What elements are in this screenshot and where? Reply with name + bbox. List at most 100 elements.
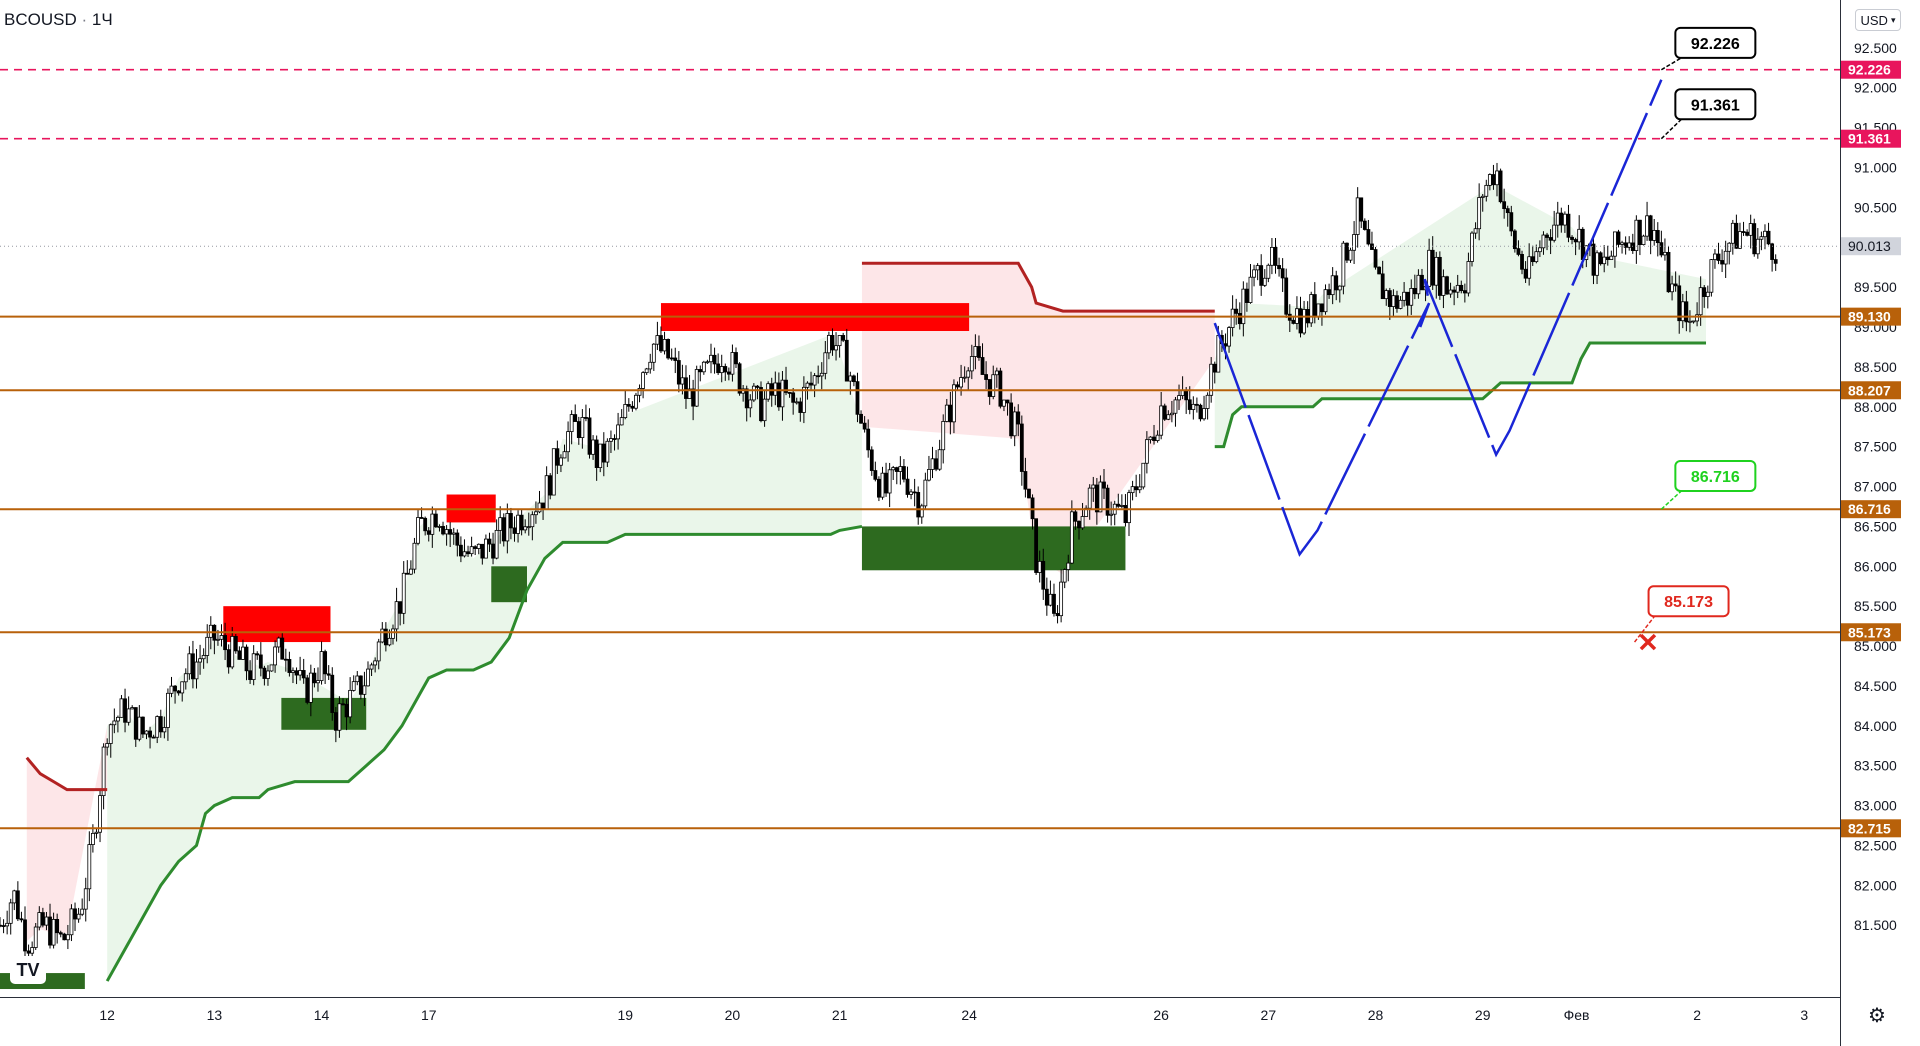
candle [237,646,242,660]
candle [451,527,456,545]
candle [905,466,910,498]
candle [1105,484,1110,523]
candle-body [330,674,335,713]
candle [1484,179,1489,202]
candle-body [1252,269,1256,278]
candle [1645,201,1649,241]
candle [902,459,906,483]
interval-label[interactable]: 1Ч [91,10,113,29]
candle-body [426,530,431,535]
candle [455,529,460,557]
candle [701,360,706,375]
candle [1077,520,1081,540]
candle [1605,245,1610,266]
gear-icon[interactable]: ⚙ [1868,1005,1886,1027]
price-tick-label: 84.000 [1854,718,1897,734]
candle-body [1677,285,1682,322]
candle [355,671,360,686]
candle [1366,219,1371,246]
candles [0,162,1778,967]
candle-body [1541,234,1546,249]
candle-body [709,354,713,363]
last-price-badge-bg [1841,237,1901,256]
candle-body [1227,327,1231,347]
candle-body [916,492,921,518]
candle-body [1752,223,1757,255]
candle [1495,162,1499,197]
candle [762,389,767,427]
candle-body [534,511,538,516]
candle-body [623,404,628,419]
candle-body [841,335,846,341]
candle [437,524,442,532]
candle-body [1448,289,1453,295]
candle-body [662,339,667,352]
candle [1555,201,1560,238]
candle-body [423,517,428,532]
candle-body [90,832,95,845]
candle [1573,237,1578,256]
candle-body [1137,486,1142,491]
candle-body [812,375,817,386]
candle-body [1545,234,1549,238]
candle-body [408,568,413,575]
time-tick-label: 21 [832,1007,848,1023]
candle [766,381,771,402]
price-badge-bg [1841,129,1901,148]
candle [1412,274,1417,300]
candle [705,359,710,364]
candle-body [73,908,77,920]
candle-body [30,947,35,954]
candle [1248,264,1253,304]
candle-body [977,346,981,358]
candle-body [291,670,295,673]
candle [1402,282,1407,307]
candle-body [1116,503,1121,507]
candle-body [794,401,799,404]
candle-body [466,551,470,555]
candle [912,478,917,507]
candle-body [569,414,574,433]
currency-selector[interactable]: USD ▾ [1855,9,1901,31]
candle-body [823,352,828,374]
candle-body [1109,513,1114,516]
candle [1430,236,1435,290]
candle-body [1480,195,1485,198]
price-badge-bg [1841,623,1901,642]
candle [1602,245,1607,273]
candle-body [94,831,99,834]
candle [837,334,842,358]
candle-body [1466,261,1471,294]
demand-zone-4 [491,566,527,603]
candle [1102,468,1106,499]
candle [569,410,574,445]
price-tick-label: 89.500 [1854,279,1897,295]
candle [755,384,760,400]
candle-body [1266,264,1271,279]
candle [1566,204,1571,243]
candle-body [1284,277,1289,315]
candle [1716,242,1721,265]
candle-body [1505,208,1510,214]
candle-body [877,478,881,498]
price-tick-label: 85.500 [1854,598,1897,614]
candle-body [1730,222,1735,244]
candle-body [509,513,513,529]
candle-body [173,685,177,692]
candle-body [691,388,696,407]
candle-body [873,470,878,480]
candle-body [894,467,899,472]
candle-body [927,469,931,481]
price-badge-text: 91.361 [1848,131,1891,147]
candle-body [1134,486,1139,491]
candle-body [980,357,985,375]
candle-body [1187,399,1192,410]
candle-body [1162,405,1167,420]
candle-body [719,366,724,374]
tradingview-logo-icon[interactable]: TV [10,956,46,984]
candle [1487,173,1492,191]
candle [844,328,849,382]
candle-body [1012,411,1017,437]
candle-body [366,668,370,687]
